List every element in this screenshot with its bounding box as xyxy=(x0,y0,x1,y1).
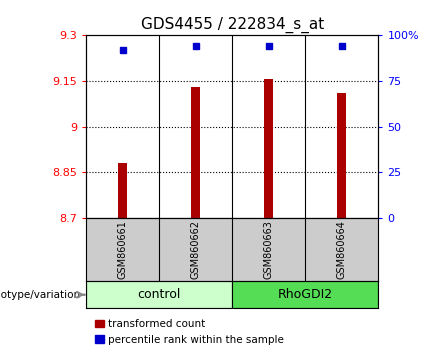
Bar xyxy=(191,87,200,218)
Text: GSM860664: GSM860664 xyxy=(337,220,347,279)
Bar xyxy=(338,93,346,218)
Text: GSM860661: GSM860661 xyxy=(117,220,128,279)
Legend: transformed count, percentile rank within the sample: transformed count, percentile rank withi… xyxy=(91,315,288,349)
Text: GSM860662: GSM860662 xyxy=(190,220,201,279)
Title: GDS4455 / 222834_s_at: GDS4455 / 222834_s_at xyxy=(141,16,324,33)
Text: GSM860663: GSM860663 xyxy=(264,220,274,279)
Bar xyxy=(232,281,378,308)
Bar xyxy=(264,79,273,218)
Text: control: control xyxy=(138,288,181,301)
Bar xyxy=(86,281,232,308)
Text: RhoGDI2: RhoGDI2 xyxy=(278,288,333,301)
Bar xyxy=(118,163,127,218)
Text: genotype/variation: genotype/variation xyxy=(0,290,80,300)
